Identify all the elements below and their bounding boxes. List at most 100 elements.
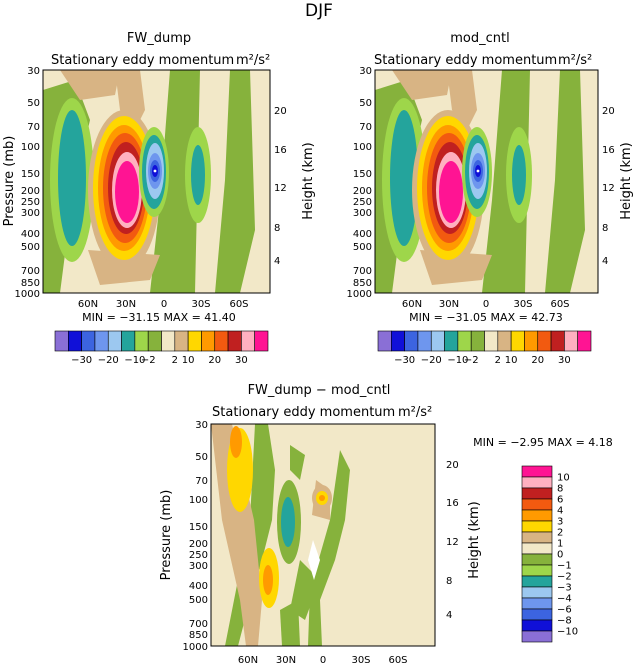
colorbar-difference-label: −1 xyxy=(557,561,572,572)
colorbar-fw-dump-swatch xyxy=(227,330,242,352)
colorbar-mod-cntl-swatch xyxy=(404,330,419,352)
svg-text:200: 200 xyxy=(353,186,372,197)
colorbar-fw-dump-swatch xyxy=(134,330,149,352)
colorbar-mod-cntl-swatch xyxy=(391,330,405,352)
y-axis-label: Pressure (mb) xyxy=(159,490,174,581)
svg-text:150: 150 xyxy=(189,522,208,533)
panel-subtitle-right: m²/s² xyxy=(558,53,592,68)
svg-text:250: 250 xyxy=(189,550,208,561)
panel-mod-cntl: mod_cntl Stationary eddy momentum m²/s² xyxy=(347,31,634,324)
svg-text:30S: 30S xyxy=(351,655,370,664)
colorbar-difference-swatch xyxy=(521,509,553,522)
colorbar-fw-dump: −30 −20 −10−2 2 10 20 30 xyxy=(54,330,269,366)
svg-text:300: 300 xyxy=(189,561,208,572)
svg-text:500: 500 xyxy=(189,595,208,606)
svg-text:50: 50 xyxy=(195,452,208,463)
colorbar-fw-dump-label: 2 xyxy=(172,355,178,366)
svg-text:4: 4 xyxy=(274,256,280,267)
svg-text:8: 8 xyxy=(602,223,608,234)
svg-text:850: 850 xyxy=(353,278,372,289)
svg-text:400: 400 xyxy=(353,229,372,240)
panel-subtitle-left: Stationary eddy momentum xyxy=(212,405,395,420)
svg-text:70: 70 xyxy=(359,122,372,133)
svg-text:300: 300 xyxy=(353,208,372,219)
colorbar-difference-swatch xyxy=(521,597,553,610)
y2-axis-label: Height (km) xyxy=(301,142,316,219)
colorbar-fw-dump-label: −30 xyxy=(71,355,92,366)
colorbar-fw-dump-swatch xyxy=(254,330,269,352)
svg-text:50: 50 xyxy=(359,98,372,109)
colorbar-difference-label: 2 xyxy=(557,528,563,539)
svg-text:30N: 30N xyxy=(116,299,136,310)
panel-stats: MIN = −2.95 MAX = 4.18 xyxy=(473,436,613,449)
colorbar-difference-label: 8 xyxy=(557,484,563,495)
colorbar-difference-swatch xyxy=(521,575,553,588)
colorbar-fw-dump-swatch xyxy=(54,330,69,352)
panel-subtitle-left: Stationary eddy momentum xyxy=(374,53,557,68)
svg-text:150: 150 xyxy=(21,169,40,180)
svg-text:100: 100 xyxy=(189,495,208,506)
svg-text:4: 4 xyxy=(446,610,452,621)
heatmap-plot xyxy=(374,69,599,294)
panel-title: FW_dump − mod_cntl xyxy=(248,383,391,398)
colorbar-mod-cntl-swatch xyxy=(444,330,459,352)
panel-difference: FW_dump − mod_cntl Stationary eddy momen… xyxy=(159,383,613,666)
svg-text:20: 20 xyxy=(602,106,615,117)
svg-text:30S: 30S xyxy=(191,299,210,310)
colorbar-difference-swatch xyxy=(521,586,553,599)
svg-text:850: 850 xyxy=(21,278,40,289)
svg-text:250: 250 xyxy=(353,197,372,208)
colorbar-difference-swatch xyxy=(521,553,553,566)
colorbar-difference-label: 0 xyxy=(557,550,563,561)
colorbar-fw-dump-label: 20 xyxy=(208,355,221,366)
svg-text:12: 12 xyxy=(274,183,287,194)
svg-text:500: 500 xyxy=(21,242,40,253)
svg-text:100: 100 xyxy=(353,142,372,153)
colorbar-mod-cntl-label: −20 xyxy=(421,355,442,366)
svg-text:70: 70 xyxy=(27,122,40,133)
colorbar-difference-label: −3 xyxy=(557,583,572,594)
svg-text:700: 700 xyxy=(353,266,372,277)
colorbar-fw-dump-swatch xyxy=(68,330,82,352)
colorbar-mod-cntl-swatch xyxy=(497,330,512,352)
colorbar-mod-cntl-swatch xyxy=(470,330,485,352)
panel-subtitle-left: Stationary eddy momentum xyxy=(51,53,234,68)
svg-text:30N: 30N xyxy=(439,299,459,310)
colorbar-difference-swatch xyxy=(521,498,553,511)
colorbar-fw-dump-label: −10 xyxy=(124,355,145,366)
svg-text:200: 200 xyxy=(189,539,208,550)
colorbar-mod-cntl-swatch xyxy=(510,330,525,352)
colorbar-difference-label: −6 xyxy=(557,605,572,616)
svg-text:16: 16 xyxy=(446,498,459,509)
svg-text:16: 16 xyxy=(274,145,287,156)
svg-text:30N: 30N xyxy=(276,655,296,664)
svg-text:8: 8 xyxy=(274,223,280,234)
colorbar-fw-dump-label: 10 xyxy=(182,355,195,366)
panel-stats: MIN = −31.05 MAX = 42.73 xyxy=(409,311,563,324)
svg-text:12: 12 xyxy=(446,537,459,548)
colorbar-difference-swatch xyxy=(521,487,553,500)
y2-axis-label: Height (km) xyxy=(619,142,634,219)
colorbar-mod-cntl-label: 2 xyxy=(495,355,501,366)
colorbar-difference-swatch xyxy=(521,531,553,544)
svg-text:300: 300 xyxy=(21,208,40,219)
svg-text:30S: 30S xyxy=(513,299,532,310)
svg-text:60S: 60S xyxy=(229,299,248,310)
colorbar-difference-swatch xyxy=(521,564,553,577)
colorbar-mod-cntl-swatch xyxy=(537,330,552,352)
svg-text:60N: 60N xyxy=(238,655,258,664)
svg-text:200: 200 xyxy=(21,186,40,197)
colorbar-fw-dump-swatch xyxy=(241,330,255,352)
svg-text:20: 20 xyxy=(274,106,287,117)
svg-text:500: 500 xyxy=(353,242,372,253)
colorbar-mod-cntl-label: 10 xyxy=(505,355,518,366)
heatmap-plot xyxy=(210,423,436,647)
colorbar-mod-cntl-swatch xyxy=(377,330,392,352)
colorbar-difference-swatch xyxy=(521,619,553,632)
colorbar-difference-swatch xyxy=(521,630,553,643)
colorbar-fw-dump-label: 30 xyxy=(235,355,248,366)
colorbar-mod-cntl-label: 30 xyxy=(558,355,571,366)
panel-title: mod_cntl xyxy=(450,31,509,46)
colorbar-difference-label: −10 xyxy=(557,627,578,638)
